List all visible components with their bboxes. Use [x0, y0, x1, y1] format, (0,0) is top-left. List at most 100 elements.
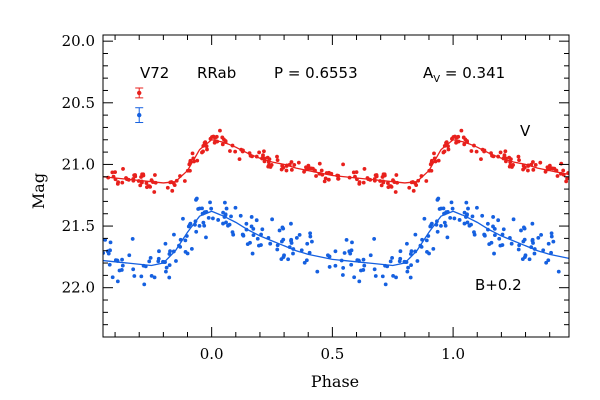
data-point-b	[149, 273, 154, 278]
data-point-v	[336, 173, 341, 178]
data-point-b	[397, 259, 402, 264]
data-point-b	[103, 251, 106, 255]
data-point-v	[446, 144, 450, 149]
data-point-b	[204, 210, 209, 214]
data-point-b	[209, 206, 214, 211]
data-point-v	[324, 171, 329, 175]
data-point-b	[404, 260, 408, 265]
data-point-b	[120, 263, 125, 268]
data-point-v	[254, 154, 259, 159]
data-point-b	[201, 220, 206, 225]
data-point-v	[508, 160, 513, 164]
data-point-b	[349, 248, 354, 253]
data-point-v	[313, 168, 317, 173]
data-point-b	[529, 245, 534, 250]
data-point-b	[310, 239, 314, 244]
data-point-v	[266, 160, 271, 164]
data-point-b	[462, 210, 467, 215]
data-point-b	[372, 237, 377, 241]
data-point-v	[191, 156, 196, 161]
data-point-v	[496, 154, 501, 159]
x-axis-title: Phase	[311, 372, 359, 391]
data-point-b	[361, 257, 366, 262]
data-point-b	[233, 205, 238, 210]
data-point-b	[466, 206, 470, 211]
data-point-b	[509, 241, 514, 246]
data-point-b	[448, 215, 453, 220]
data-point-v	[432, 156, 437, 161]
amplitude-label: AV = 0.341	[423, 64, 505, 85]
data-point-b	[373, 274, 378, 278]
data-point-b	[496, 218, 501, 223]
data-point-v	[504, 159, 508, 164]
data-point-v	[228, 149, 232, 153]
data-point-v	[388, 184, 393, 189]
data-point-b	[167, 263, 172, 268]
data-point-v	[296, 160, 301, 165]
data-point-b	[492, 226, 497, 231]
data-point-b	[130, 237, 135, 241]
data-point-v	[462, 142, 467, 147]
data-point-v	[213, 136, 217, 140]
data-point-v	[341, 162, 345, 167]
data-point-v	[202, 140, 207, 145]
data-point-v	[419, 174, 424, 178]
data-point-b	[222, 200, 227, 205]
data-point-b	[344, 237, 349, 242]
data-point-b	[516, 247, 521, 252]
data-point-v	[416, 178, 421, 183]
data-point-b	[435, 197, 440, 202]
x-tick-label: 1.0	[441, 345, 465, 363]
amplitude-subscript: V	[433, 74, 440, 85]
data-point-v	[394, 173, 399, 177]
data-point-v	[424, 179, 429, 183]
data-point-b	[260, 227, 265, 232]
data-point-v	[444, 140, 448, 145]
data-point-v	[257, 150, 262, 155]
data-point-b	[183, 238, 188, 243]
data-point-b	[141, 263, 146, 268]
data-point-b	[163, 241, 168, 246]
data-point-v	[411, 188, 416, 193]
data-point-b	[259, 243, 263, 247]
data-point-b	[450, 206, 455, 211]
data-point-b	[340, 273, 345, 277]
data-point-b	[372, 267, 377, 272]
data-point-b	[142, 282, 147, 287]
data-point-v	[170, 188, 175, 193]
data-point-b	[491, 215, 496, 219]
data-point-b	[244, 227, 249, 232]
data-point-b	[110, 275, 115, 280]
data-point-b	[431, 246, 436, 251]
data-point-v	[516, 154, 521, 159]
data-point-b	[178, 245, 183, 249]
data-point-v	[152, 190, 157, 194]
data-point-b	[327, 265, 332, 269]
data-point-b	[245, 242, 250, 247]
data-point-b	[281, 237, 286, 242]
plot-frame-group	[102, 34, 570, 338]
data-point-b	[462, 221, 467, 226]
data-point-b	[200, 206, 204, 211]
data-point-v	[320, 172, 325, 177]
data-point-v	[192, 159, 196, 164]
data-point-v	[124, 177, 129, 182]
data-point-b	[221, 210, 226, 215]
period-label: P = 0.6553	[274, 64, 358, 82]
data-point-v	[454, 140, 458, 145]
data-point-b	[398, 249, 403, 254]
data-point-b	[390, 255, 394, 260]
data-point-b	[266, 236, 271, 240]
plot-frame	[102, 34, 570, 338]
data-point-b	[362, 263, 367, 268]
data-point-v	[372, 177, 377, 181]
data-point-b	[132, 274, 137, 278]
data-point-b	[445, 235, 450, 240]
y-tick-label: 21.5	[62, 217, 95, 235]
data-point-b	[544, 260, 549, 265]
data-point-v	[465, 140, 469, 144]
data-point-v	[561, 168, 566, 173]
data-point-v	[240, 149, 245, 154]
data-point-v	[531, 167, 536, 172]
data-point-b	[327, 254, 332, 259]
